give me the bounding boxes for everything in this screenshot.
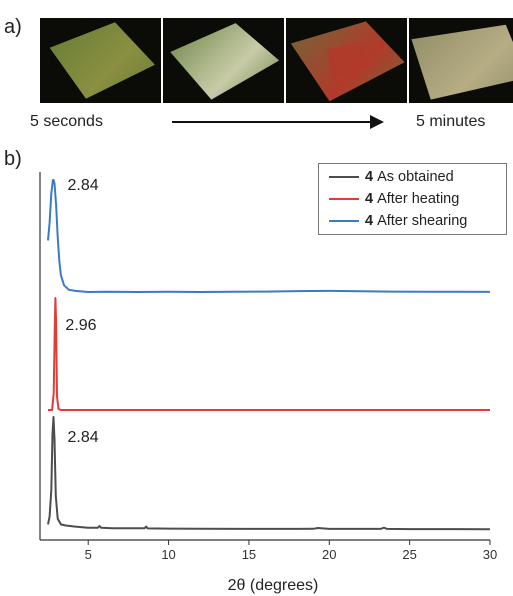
caption-start-time: 5 seconds [30,113,103,130]
peak-label: 2.84 [68,177,99,194]
legend-item-after-heating: 4 After heating [329,189,459,209]
peak-label: 2.84 [68,429,99,446]
legend-compound-number: 4 [365,169,374,185]
time-arrow-head [370,115,384,129]
label-layer: 2.84 2.96 2.84 [65,177,98,446]
legend-label: After shearing [377,213,468,229]
x-tick-label: 5 [85,547,92,562]
series-layer [47,179,491,531]
legend-item-as-obtained: 4 As obtained [329,167,454,187]
series-line-after-shearing [47,179,491,293]
x-axis-title: 2θ (degrees) [228,577,319,594]
series-line-as-obtained [47,416,491,531]
x-tick-label: 30 [483,547,497,562]
panel-a-label: a) [4,16,22,38]
micrograph-photo-1 [40,18,161,103]
x-tick-label: 10 [161,547,175,562]
x-tick-label: 25 [402,547,416,562]
time-arrow-line [172,121,372,123]
legend: 4 As obtained 4 After heating 4 After sh… [318,163,507,235]
micrograph-photo-3 [286,18,407,103]
axes-layer: 5 10 15 20 25 30 2θ (degrees) [39,172,497,594]
micrograph-photo-2 [163,18,284,103]
panel-b-label: b) [4,148,22,170]
x-tick-label: 15 [242,547,256,562]
legend-swatch-after-heating [329,198,359,200]
legend-label: As obtained [377,169,454,185]
caption-end-time: 5 minutes [416,113,486,130]
peak-label: 2.96 [65,317,96,334]
legend-compound-number: 4 [365,213,374,229]
legend-swatch-after-shearing [329,220,359,222]
legend-compound-number: 4 [365,191,374,207]
legend-item-after-shearing: 4 After shearing [329,211,467,231]
micrograph-photo-4 [409,18,513,103]
x-tick-label: 20 [322,547,336,562]
legend-swatch-as-obtained [329,176,359,178]
legend-label: After heating [377,191,460,207]
series-line-after-heating [48,297,490,411]
